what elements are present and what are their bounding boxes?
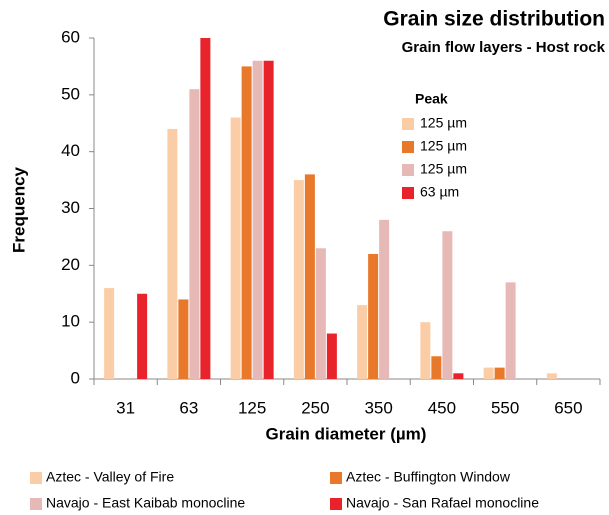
x-tick-label: 250: [301, 398, 329, 417]
bar: [420, 322, 431, 379]
y-tick-label: 50: [61, 84, 80, 103]
bar: [189, 89, 200, 380]
bar: [505, 282, 516, 379]
bar: [178, 299, 189, 379]
x-tick-label: 63: [179, 398, 198, 417]
legend-label: Navajo - East Kaibab monocline: [46, 495, 245, 511]
bar: [453, 373, 464, 379]
bar: [368, 253, 379, 379]
peak-legend-label: 125 µm: [420, 138, 467, 154]
bar: [167, 128, 178, 379]
chart-title: Grain size distribution: [383, 8, 605, 31]
chart-subtitle: Grain flow layers - Host rock: [402, 39, 606, 56]
y-tick-label: 0: [71, 368, 80, 387]
bar: [442, 231, 453, 379]
peak-legend-swatch: [402, 164, 414, 176]
x-tick-label: 450: [428, 398, 456, 417]
x-tick-label: 125: [238, 398, 266, 417]
peak-legend-label: 125 µm: [420, 161, 467, 177]
x-axis-label: Grain diameter (µm): [266, 424, 427, 443]
legend-swatch: [30, 472, 42, 484]
bar: [315, 248, 326, 379]
y-axis-label: Frequency: [9, 166, 28, 253]
peak-legend-swatch: [402, 187, 414, 199]
x-tick-label: 550: [491, 398, 519, 417]
bar: [200, 38, 211, 379]
bar: [241, 66, 252, 380]
y-tick-label: 40: [61, 141, 80, 160]
y-tick-label: 60: [61, 27, 80, 46]
bar: [546, 373, 557, 379]
bar: [263, 60, 274, 379]
legend-label: Navajo - San Rafael monocline: [346, 495, 539, 511]
bar: [252, 60, 263, 379]
x-tick-label: 650: [554, 398, 582, 417]
y-tick-label: 10: [61, 312, 80, 331]
peak-legend-label: 63 µm: [420, 184, 459, 200]
bar: [137, 293, 148, 379]
legend-label: Aztec - Buffington Window: [346, 469, 511, 485]
legend-swatch: [330, 498, 342, 510]
y-tick-label: 30: [61, 198, 80, 217]
bar: [230, 117, 241, 380]
bar: [326, 333, 337, 379]
legend-swatch: [330, 472, 342, 484]
x-tick-label: 31: [116, 398, 135, 417]
bar: [379, 219, 390, 379]
bar: [104, 288, 115, 379]
x-tick-label: 350: [364, 398, 392, 417]
bar: [304, 174, 315, 379]
peak-legend-label: 125 µm: [420, 115, 467, 131]
peak-legend-title: Peak: [415, 91, 448, 107]
bar: [494, 367, 505, 379]
bar: [431, 356, 442, 379]
legend-label: Aztec - Valley of Fire: [46, 469, 174, 485]
bar: [357, 305, 368, 379]
bar: [483, 367, 494, 379]
y-tick-label: 20: [61, 255, 80, 274]
legend-swatch: [30, 498, 42, 510]
peak-legend-swatch: [402, 118, 414, 130]
bar: [293, 180, 304, 379]
peak-legend-swatch: [402, 141, 414, 153]
